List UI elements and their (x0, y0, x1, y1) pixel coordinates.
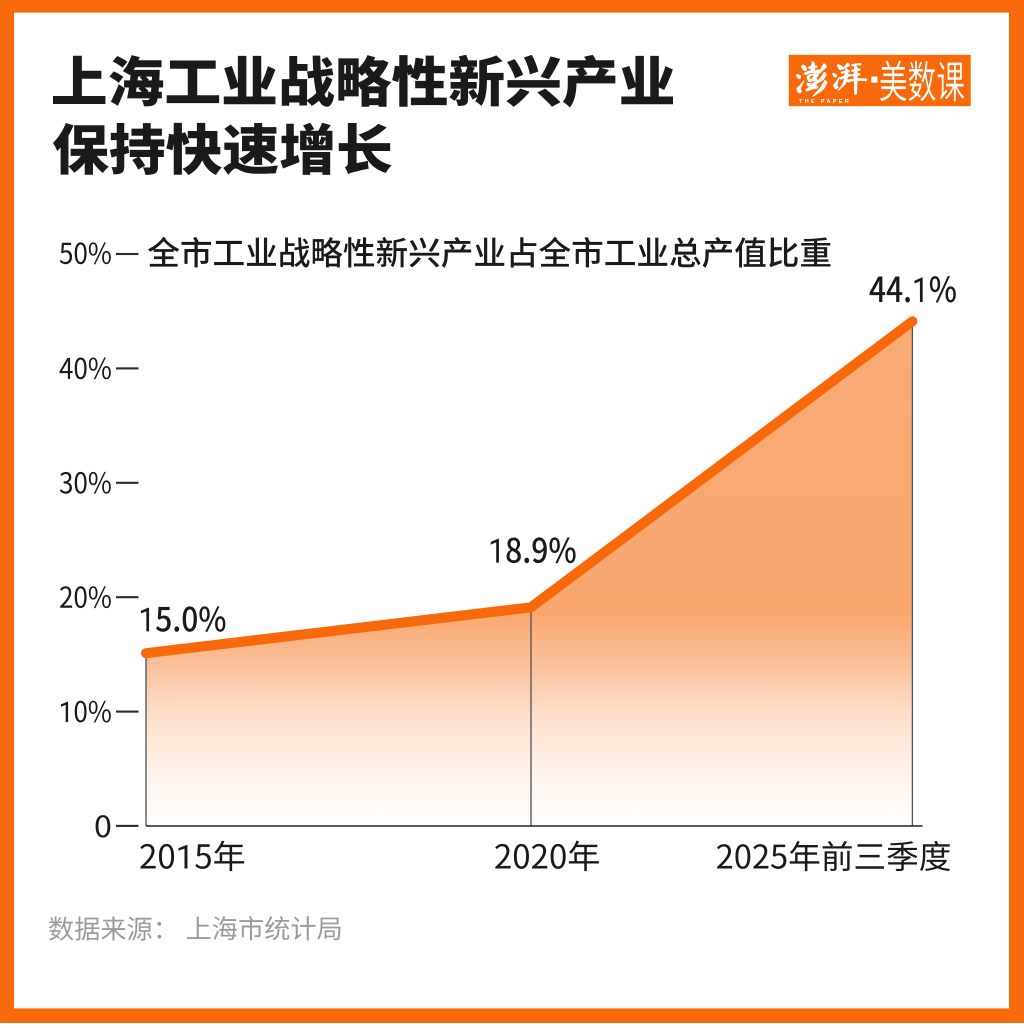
svg-text:THE PAPER: THE PAPER (799, 99, 851, 105)
